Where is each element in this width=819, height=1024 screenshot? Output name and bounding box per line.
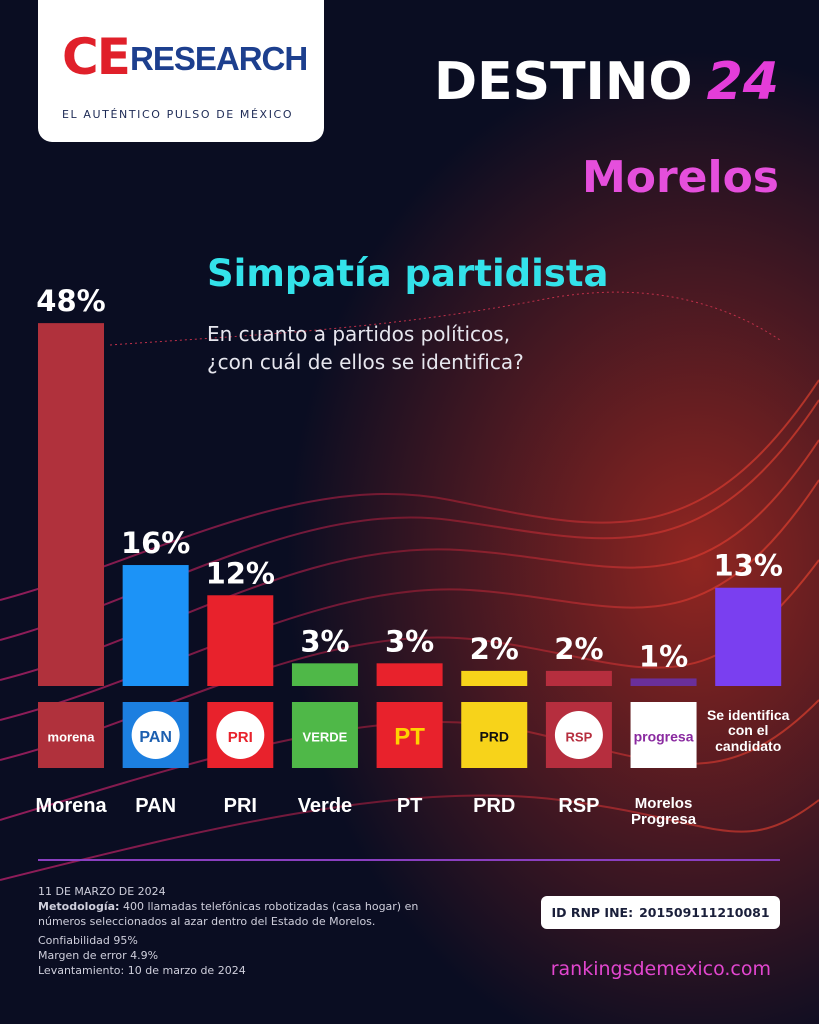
- url: rankingsdemexico.com: [550, 958, 771, 980]
- bar: [630, 678, 697, 686]
- party-logo-circle: [131, 711, 180, 759]
- party-logo-text: progresa: [634, 729, 694, 745]
- x-tick-label: RSP: [558, 795, 600, 817]
- bar: [376, 663, 443, 686]
- method-text: 400 llamadas telefónicas robotizadas (ca…: [38, 900, 419, 928]
- x-tick-label: Morena: [35, 795, 107, 817]
- party-logo-text: PRD: [479, 729, 509, 745]
- value-label: 3%: [300, 624, 349, 658]
- value-label: 12%: [206, 556, 275, 590]
- bar: [291, 663, 358, 686]
- party-logo-text: RSP: [566, 729, 593, 744]
- footer-fieldwork: Levantamiento: 10 de marzo de 2024: [38, 964, 246, 977]
- value-label: 3%: [385, 624, 434, 658]
- plot: 48% morena 16% PAN 12% PRI 3% VERDE 3% PT 2% PRD 2% R…: [36, 284, 783, 768]
- party-logo-text: PAN: [139, 729, 172, 746]
- value-label: 48%: [36, 284, 105, 318]
- footer-date: 11 DE MARZO DE 2024: [38, 885, 166, 898]
- id-label: ID RNP INE:: [551, 905, 634, 920]
- chart-subtitle: ¿con cuál de ellos se identifica?: [207, 350, 524, 374]
- value-label: 16%: [121, 526, 190, 560]
- x-tick-label: Verde: [297, 795, 353, 817]
- party-logo-circle: [216, 711, 265, 759]
- campaign-word: DESTINO: [433, 52, 693, 112]
- party-logo: [38, 702, 104, 768]
- value-label: 2%: [470, 632, 519, 666]
- method-label: Metodología:: [38, 900, 120, 913]
- bar: [461, 670, 528, 686]
- party-logo: [291, 702, 358, 768]
- x-tick-label: PAN: [135, 795, 177, 817]
- bar: [38, 323, 104, 686]
- campaign-number: 24: [706, 52, 779, 112]
- brand-box: CE RESEARCH EL AUTÉNTICO PULSO DE MÉXICO: [38, 0, 324, 142]
- chart-subtitle: En cuanto a partidos políticos,: [207, 322, 511, 346]
- x-tick-label: PT: [396, 795, 423, 817]
- state: Morelos: [581, 152, 779, 203]
- bar: [545, 670, 612, 686]
- x-tick-label: PRI: [223, 795, 257, 817]
- brand-research: RESEARCH: [130, 40, 308, 77]
- party-logo: [461, 702, 528, 768]
- brand-tagline: EL AUTÉNTICO PULSO DE MÉXICO: [62, 108, 294, 121]
- footer-margin: Margen de error 4.9%: [38, 949, 159, 962]
- divider: [38, 859, 780, 861]
- x-tick-label: Morelos Progresa: [631, 795, 697, 828]
- footer-method: Metodología: 400 llamadas telefónicas ro…: [38, 899, 448, 929]
- bar: [122, 565, 189, 686]
- footer-confidence: Confiabilidad 95%: [38, 934, 138, 947]
- value-label: 1%: [639, 639, 688, 673]
- value-label: 2%: [554, 632, 603, 666]
- party-logo-text: PRI: [228, 729, 253, 746]
- x-tick-label: PRD: [473, 795, 516, 817]
- party-logo: [630, 702, 697, 768]
- party-logo-text: VERDE: [303, 729, 348, 744]
- value-label: 13%: [713, 549, 782, 583]
- party-logo-text: morena: [48, 729, 96, 744]
- bar: [715, 587, 782, 686]
- id-value: 201509111210081: [639, 905, 770, 920]
- x-tick-label: Se identifica con el candidato: [706, 707, 790, 754]
- party-logo-text: PT: [394, 723, 425, 750]
- bar: [207, 595, 274, 686]
- chart-title: Simpatía partidista: [207, 252, 609, 295]
- campaign: DESTINO 24: [434, 52, 779, 112]
- party-logo: [376, 702, 443, 768]
- id-box: ID RNP INE: 201509111210081: [541, 896, 780, 929]
- brand-ce: CE: [62, 28, 131, 86]
- party-logo-circle: [554, 711, 603, 759]
